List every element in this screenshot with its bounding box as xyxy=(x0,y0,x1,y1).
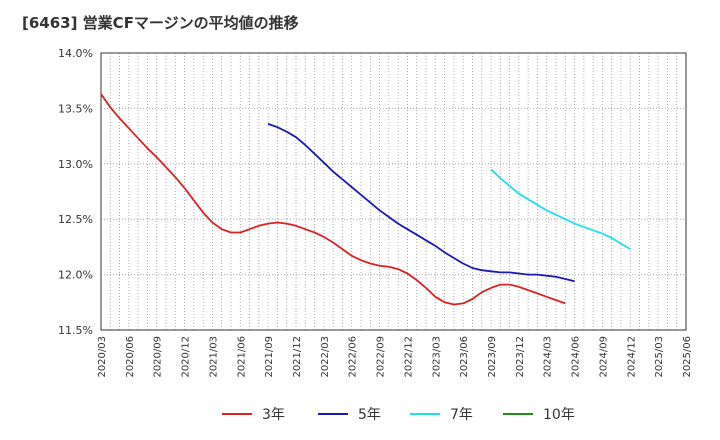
x-tick-label: 2023/09 xyxy=(487,336,498,378)
x-tick-label: 2021/03 xyxy=(208,336,219,378)
grid xyxy=(101,52,686,331)
x-tick-label: 2024/09 xyxy=(598,336,609,378)
x-tick-label: 2025/06 xyxy=(682,336,693,378)
y-axis: 14.0% 13.5% 13.0% 12.5% 12.0% 11.5% xyxy=(58,47,93,337)
x-tick-label: 2020/09 xyxy=(153,336,164,378)
x-tick-label: 2022/06 xyxy=(348,336,359,378)
y-tick-label: 11.5% xyxy=(58,324,93,337)
plot-border xyxy=(100,52,687,331)
legend: 3年 5年 7年 10年 xyxy=(222,407,575,423)
series xyxy=(100,93,631,306)
x-tick-label: 2022/03 xyxy=(320,336,331,378)
x-axis: 2020/03 2020/06 2020/09 2020/12 2021/03 2021/… xyxy=(97,336,693,378)
x-tick-label: 2023/06 xyxy=(459,336,470,378)
x-tick-label: 2021/12 xyxy=(292,336,303,378)
x-tick-label: 2024/03 xyxy=(543,336,554,378)
x-tick-label: 2020/03 xyxy=(97,336,108,378)
x-tick-label: 2020/12 xyxy=(181,336,192,378)
y-tick-label: 14.0% xyxy=(58,47,93,60)
x-tick-label: 2024/06 xyxy=(571,336,582,378)
x-tick-label: 2023/03 xyxy=(431,336,442,378)
x-tick-label: 2022/09 xyxy=(376,336,387,378)
x-tick-label: 2024/12 xyxy=(626,336,637,378)
y-tick-label: 12.0% xyxy=(58,269,93,282)
x-tick-label: 2021/06 xyxy=(236,336,247,378)
chart-title: [6463] 営業CFマージンの平均値の推移 xyxy=(22,14,299,32)
series-line-7年 xyxy=(490,168,631,250)
legend-label: 10年 xyxy=(543,407,575,423)
series-line-3年 xyxy=(100,93,566,306)
x-tick-label: 2025/03 xyxy=(654,336,665,378)
x-tick-label: 2023/12 xyxy=(515,336,526,378)
y-tick-label: 13.5% xyxy=(58,102,93,115)
legend-label: 7年 xyxy=(450,407,473,423)
x-tick-label: 2021/09 xyxy=(264,336,275,378)
series-line-5年 xyxy=(267,123,575,283)
y-tick-label: 12.5% xyxy=(58,213,93,226)
x-tick-label: 2020/06 xyxy=(125,336,136,378)
x-tick-label: 2022/12 xyxy=(403,336,414,378)
plot-background xyxy=(101,53,686,330)
y-tick-label: 13.0% xyxy=(58,158,93,171)
legend-label: 5年 xyxy=(358,407,381,423)
legend-label: 3年 xyxy=(262,407,285,423)
